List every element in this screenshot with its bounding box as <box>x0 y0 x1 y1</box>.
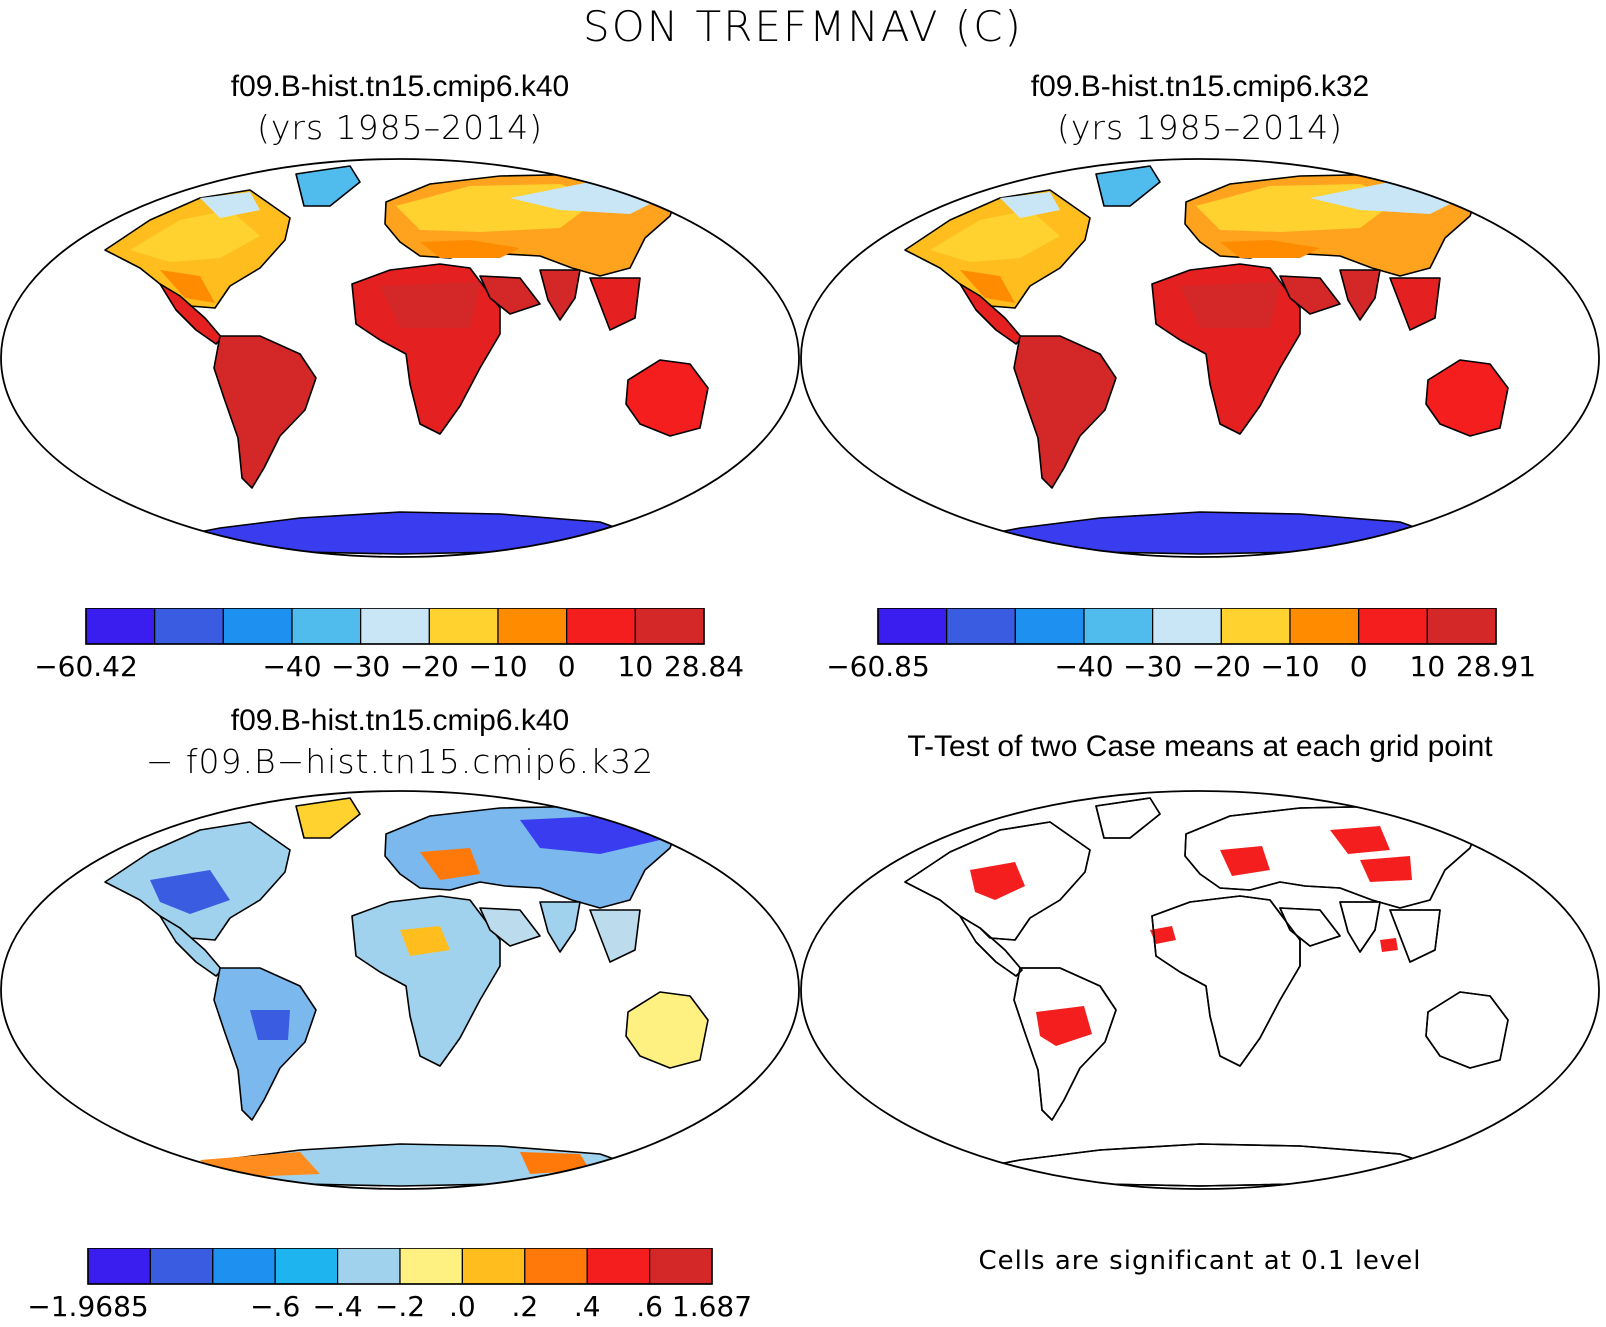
colorbar-swatch <box>399 1248 464 1285</box>
panel-subtitle: − f09.B−hist.tn15.cmip6.k32 <box>145 742 655 781</box>
colorbar-tick-label: .2 <box>511 1290 538 1323</box>
colorbar: −60.85 −40 −30 −20 −10 0 10 28.91 <box>826 608 1536 683</box>
colorbar-swatch <box>946 608 1016 645</box>
panel-title: T-Test of two Case means at each grid po… <box>907 730 1493 763</box>
colorbar-tick-label: −.6 <box>250 1290 300 1323</box>
colorbar-swatch <box>1358 608 1428 645</box>
colorbar-swatch <box>586 1248 651 1285</box>
colorbar-tick-label: −30 <box>331 650 390 683</box>
colorbar-swatch <box>212 1248 276 1285</box>
colorbar-swatch <box>291 608 362 645</box>
colorbar-tick-label: .4 <box>574 1290 601 1323</box>
colorbar-swatch <box>149 1248 214 1285</box>
colorbar-swatch <box>428 608 499 645</box>
colorbar-tick-label: −40 <box>1054 650 1113 683</box>
colorbar-tick-label: .0 <box>449 1290 476 1323</box>
colorbar-tick-label: −60.42 <box>34 650 138 683</box>
colorbar: −60.42 −40 −30 −20 −10 0 10 28.84 <box>34 608 744 683</box>
colorbar-swatch <box>497 608 568 645</box>
colorbar-swatch <box>360 608 430 645</box>
colorbar: −1.9685 −.6 −.4 −.2 .0 .2 .4 .6 1.687 <box>27 1248 752 1323</box>
colorbar-tick-label: 10 <box>1410 650 1446 683</box>
panel-title: f09.B-hist.tn15.cmip6.k40 <box>230 70 570 103</box>
colorbar-tick-label: −60.85 <box>826 650 930 683</box>
panel-case-k40: f09.B-hist.tn15.cmip6.k40 (yrs 1985–2014… <box>0 70 800 690</box>
colorbar-swatch <box>1426 608 1497 645</box>
colorbar-tick-label: −20 <box>400 650 459 683</box>
panel-subtitle: (yrs 1985–2014) <box>1057 108 1343 147</box>
colorbar-tick-label: 28.84 <box>664 650 744 683</box>
colorbar-tick-label: 10 <box>618 650 654 683</box>
colorbar-swatch <box>566 608 636 645</box>
world-map-temperature <box>800 158 1600 558</box>
colorbar-swatch <box>222 608 293 645</box>
panel-difference: f09.B-hist.tn15.cmip6.k40 − f09.B−hist.t… <box>0 704 800 1327</box>
colorbar-tick-label: −10 <box>468 650 527 683</box>
colorbar-swatch <box>634 608 705 645</box>
colorbar-swatch <box>337 1248 401 1285</box>
colorbar-swatch <box>1289 608 1360 645</box>
colorbar-swatch <box>1083 608 1154 645</box>
colorbar-tick-label: −.4 <box>313 1290 363 1323</box>
figure-title: SON TREFMNAV (C) <box>583 2 1023 51</box>
colorbar-swatch <box>274 1248 339 1285</box>
colorbar-tick-label: 28.91 <box>1456 650 1536 683</box>
significance-note: Cells are significant at 0.1 level <box>978 1246 1422 1276</box>
colorbar-tick-label: −40 <box>262 650 321 683</box>
colorbar-tick-label: .6 <box>636 1290 663 1323</box>
panel-title: f09.B-hist.tn15.cmip6.k40 <box>230 704 570 737</box>
world-map-significance <box>800 790 1600 1190</box>
colorbar-tick-label: −20 <box>1192 650 1251 683</box>
colorbar-swatch <box>1152 608 1222 645</box>
panel-ttest: T-Test of two Case means at each grid po… <box>800 704 1600 1327</box>
panel-title: f09.B-hist.tn15.cmip6.k32 <box>1030 70 1370 103</box>
colorbar-swatch <box>524 1248 588 1285</box>
colorbar-tick-label: −1.9685 <box>27 1290 148 1323</box>
colorbar-swatch <box>1014 608 1085 645</box>
colorbar-tick-label: −10 <box>1260 650 1319 683</box>
panel-case-k32: f09.B-hist.tn15.cmip6.k32 (yrs 1985–2014… <box>800 70 1600 690</box>
colorbar-swatch <box>87 1248 152 1285</box>
colorbar-swatch <box>85 608 156 645</box>
colorbar-swatch <box>1220 608 1291 645</box>
world-map-temperature <box>0 158 800 558</box>
colorbar-swatch <box>461 1248 526 1285</box>
colorbar-tick-label: 0 <box>558 650 576 683</box>
colorbar-swatch <box>154 608 224 645</box>
colorbar-swatch <box>648 1248 713 1285</box>
colorbar-tick-label: 0 <box>1350 650 1368 683</box>
panel-subtitle: (yrs 1985–2014) <box>257 108 543 147</box>
colorbar-swatch <box>877 608 948 645</box>
world-map-difference <box>0 790 800 1190</box>
colorbar-tick-label: −30 <box>1123 650 1182 683</box>
colorbar-tick-label: 1.687 <box>672 1290 752 1323</box>
colorbar-tick-label: −.2 <box>375 1290 425 1323</box>
